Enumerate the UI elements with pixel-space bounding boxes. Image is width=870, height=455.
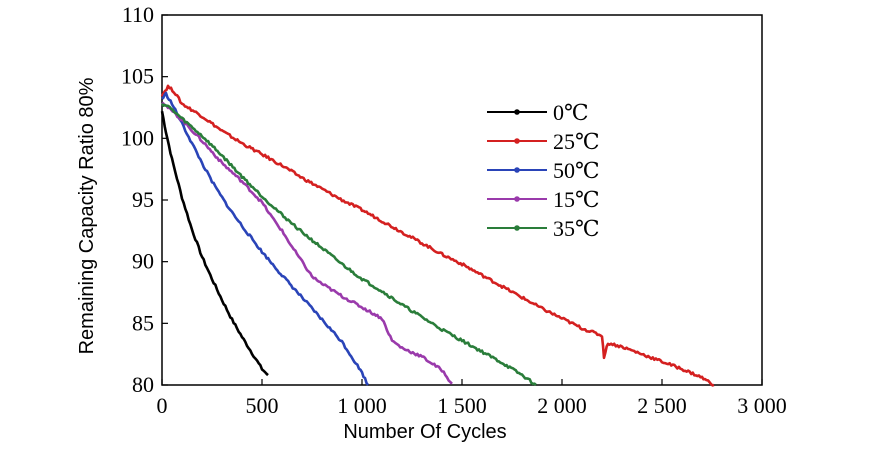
x-axis-label: Number Of Cycles [343,421,506,443]
y-tick-label: 100 [121,125,154,150]
x-tick-label: 500 [246,393,279,418]
y-tick-label: 80 [132,372,154,397]
legend-marker [514,225,520,231]
y-tick-label: 105 [121,64,154,89]
y-tick-label: 110 [122,2,154,27]
legend-marker [514,196,520,202]
series-line-1 [160,84,715,387]
legend-label: 0℃ [553,100,589,125]
x-tick-label: 1 000 [337,393,387,418]
x-tick-label: 2 000 [537,393,587,418]
series-line-2 [161,91,370,386]
x-tick-label: 0 [157,393,168,418]
y-tick-label: 85 [132,310,154,335]
legend-marker [514,167,520,173]
x-tick-label: 1 500 [437,393,487,418]
y-tick-label: 90 [132,249,154,274]
x-tick-label: 2 500 [637,393,687,418]
legend-label: 35℃ [553,216,600,241]
legend-label: 15℃ [553,187,600,212]
legend-marker [514,138,520,144]
legend-label: 50℃ [553,158,600,183]
series-line-4 [160,102,537,386]
x-tick-label: 3 000 [737,393,787,418]
legend-label: 25℃ [553,129,600,154]
legend-marker [514,109,520,115]
series-line-3 [161,101,453,385]
plot-frame [161,14,763,386]
series-line-0 [160,110,269,377]
y-axis-label: Remaining Capacity Ratio 80% [76,77,98,354]
y-tick-label: 95 [132,187,154,212]
